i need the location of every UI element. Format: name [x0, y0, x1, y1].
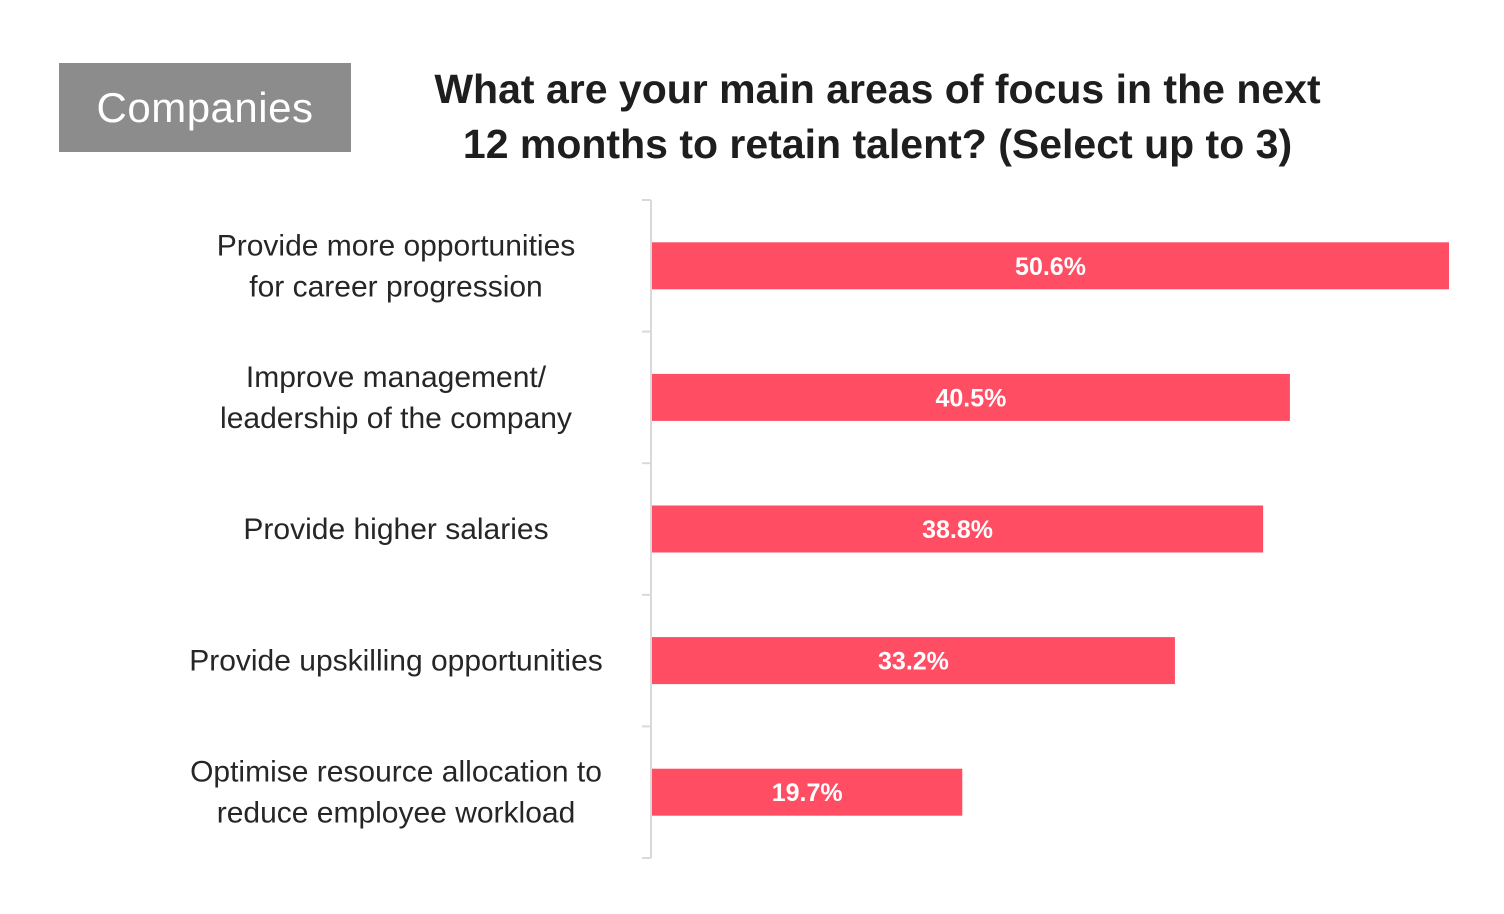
- bar: [652, 373, 1290, 421]
- bar-value-label: 40.5%: [936, 384, 1007, 412]
- companies-tag: Companies: [59, 63, 351, 152]
- bar-value-label: 50.6%: [1015, 253, 1086, 281]
- bar: [652, 637, 1175, 685]
- bar: [652, 505, 1264, 553]
- category-label: Optimise resource allocation to reduce em…: [190, 756, 602, 830]
- bar-value-label: 33.2%: [878, 648, 949, 676]
- bar: [652, 242, 1449, 290]
- category-label: Provide more opportunities for career pro…: [217, 229, 576, 303]
- category-label: Provide upskilling opportunities: [189, 645, 603, 678]
- bar: [652, 768, 963, 816]
- bar-value-label: 38.8%: [922, 516, 993, 544]
- category-label: Improve management/leadership of the com…: [220, 361, 572, 435]
- bar-value-label: 19.7%: [772, 779, 843, 807]
- category-label: Provide higher salaries: [243, 513, 548, 546]
- chart-title: What are your main areas of focus in the…: [434, 66, 1321, 167]
